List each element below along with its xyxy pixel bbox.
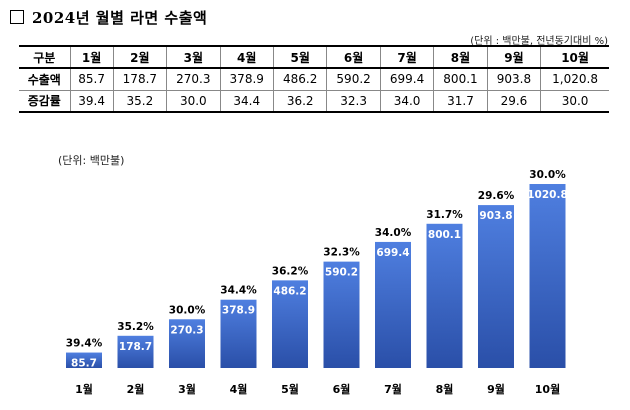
month-header: 6월	[326, 45, 381, 69]
table-cell: 1,020.8	[540, 67, 609, 91]
bar	[478, 205, 514, 368]
page-title: 2024년 월별 라면 수출액	[32, 8, 208, 27]
bar-value-label: 903.8	[479, 210, 512, 222]
growth-rate-label: 39.4%	[66, 338, 103, 350]
month-tick-label: 1월	[75, 382, 93, 396]
table-cell: 32.3	[326, 89, 381, 113]
table-unit-note: (단위 : 백만불, 전년동기대비 %)	[470, 36, 608, 47]
month-tick-label: 3월	[178, 382, 196, 396]
growth-rate-label: 29.6%	[478, 190, 515, 202]
bar-value-label: 486.2	[273, 285, 306, 297]
bar	[66, 352, 102, 368]
month-header: 3월	[166, 45, 221, 69]
table-cell: 85.7	[69, 67, 114, 91]
row-label: 수출액	[19, 67, 71, 91]
month-tick-label: 2월	[127, 382, 145, 396]
bar-value-label: 178.7	[119, 341, 152, 353]
table-corner: 구분	[19, 45, 71, 69]
table-cell: 378.9	[219, 67, 274, 91]
bar	[272, 280, 308, 368]
month-tick-label: 8월	[436, 382, 454, 396]
export-bar-chart: 85.7 39.4% 1월 178.7 35.2% 2월 270.3 30.0% 3월 378.9…	[66, 169, 568, 396]
table-cell: 34.0	[379, 89, 435, 113]
table-cell: 35.2	[112, 89, 168, 113]
month-header: 5월	[272, 45, 328, 69]
growth-rate-label: 30.0%	[529, 169, 566, 181]
table-cell: 39.4	[69, 89, 114, 113]
table-cell: 36.2	[272, 89, 328, 113]
month-tick-label: 7월	[384, 382, 402, 396]
bar-value-label: 699.4	[376, 247, 409, 259]
bar	[117, 335, 154, 368]
month-header: 9월	[486, 45, 542, 69]
growth-rate-label: 32.3%	[323, 247, 360, 259]
table-cell: 903.8	[486, 67, 542, 91]
table-row: 수출액 85.7 178.7 270.3 378.9 486.2 590.2 6…	[19, 67, 609, 91]
bar	[529, 184, 566, 368]
table-cell: 270.3	[166, 67, 221, 91]
bar	[323, 261, 360, 368]
table-cell: 486.2	[272, 67, 328, 91]
month-tick-label: 10월	[535, 382, 560, 396]
month-tick-label: 9월	[487, 382, 505, 396]
month-tick-label: 5월	[281, 382, 299, 396]
growth-rate-label: 34.4%	[220, 285, 257, 297]
table-cell: 34.4	[219, 89, 274, 113]
table-cell: 30.0	[166, 89, 221, 113]
month-header: 8월	[433, 45, 488, 69]
bar-value-label: 800.1	[428, 229, 461, 241]
month-header: 10월	[540, 45, 609, 69]
table-cell: 178.7	[112, 67, 168, 91]
growth-rate-label: 31.7%	[426, 209, 463, 221]
bar	[375, 241, 411, 368]
table-cell: 699.4	[379, 67, 435, 91]
bar-value-label: 85.7	[71, 358, 97, 370]
bar-value-label: 270.3	[170, 324, 203, 336]
growth-rate-label: 30.0%	[169, 304, 206, 316]
chart-unit-note: (단위: 백만불)	[58, 154, 125, 167]
growth-rate-label: 36.2%	[272, 265, 309, 277]
growth-rate-label: 35.2%	[117, 321, 154, 333]
table-row: 증감률 39.4 35.2 30.0 34.4 36.2 32.3 34.0 3…	[19, 89, 609, 113]
month-tick-label: 6월	[333, 382, 351, 396]
bar-value-label: 1020.8	[527, 189, 568, 201]
bar-value-label: 590.2	[325, 267, 358, 279]
title-row: 2024년 월별 라면 수출액	[10, 6, 207, 28]
table-cell: 800.1	[433, 67, 488, 91]
growth-rate-label: 34.0%	[375, 227, 412, 239]
bar	[220, 299, 257, 368]
table-header-row: 구분 1월 2월 3월 4월 5월 6월 7월 8월 9월 10월	[19, 45, 609, 69]
month-header: 1월	[69, 45, 114, 69]
table-cell: 30.0	[540, 89, 609, 113]
bars-layer: 85.7 39.4% 1월 178.7 35.2% 2월 270.3 30.0% 3월 378.9…	[66, 169, 568, 396]
month-header: 7월	[379, 45, 435, 69]
bar-value-label: 378.9	[222, 305, 255, 317]
bar	[426, 223, 463, 368]
month-header: 4월	[219, 45, 274, 69]
export-table: 구분 1월 2월 3월 4월 5월 6월 7월 8월 9월 10월 수출액 85…	[19, 45, 609, 113]
row-label: 증감률	[19, 89, 71, 113]
checkbox-icon	[10, 10, 24, 24]
table-cell: 29.6	[486, 89, 542, 113]
table-cell: 31.7	[433, 89, 488, 113]
month-header: 2월	[112, 45, 168, 69]
table-cell: 590.2	[326, 67, 381, 91]
month-tick-label: 4월	[230, 382, 248, 396]
bar	[169, 319, 205, 368]
